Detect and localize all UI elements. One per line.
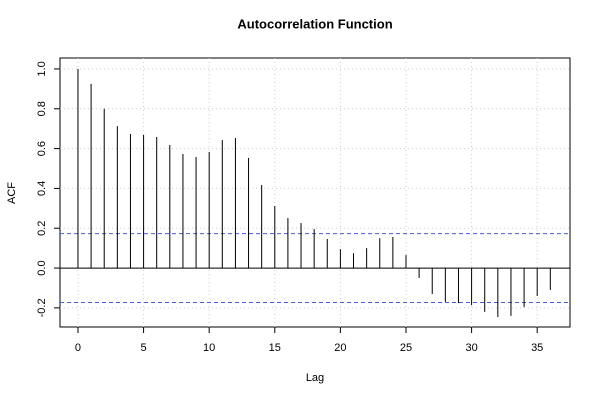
y-tick-label: 0.4 [36,181,48,196]
x-tick-label: 20 [334,342,346,354]
x-tick-label: 25 [400,342,412,354]
plot-frame [59,57,571,328]
chart-title: Autocorrelation Function [237,16,392,31]
x-tick-label: 15 [269,342,281,354]
y-tick-label: 1.0 [36,61,48,76]
x-tick-label: 0 [75,342,81,354]
x-axis-label: Lag [306,372,324,384]
y-tick-label: 0.2 [36,221,48,236]
y-tick-label: 0.6 [36,141,48,156]
y-axis-label: ACF [6,182,18,204]
x-tick-label: 5 [141,342,147,354]
x-tick-label: 30 [465,342,477,354]
y-tick-label: 0.8 [36,101,48,116]
y-tick-label: -0.2 [36,298,48,317]
x-tick-label: 10 [203,342,215,354]
y-tick-label: 0.0 [36,260,48,275]
x-tick-label: 35 [531,342,543,354]
